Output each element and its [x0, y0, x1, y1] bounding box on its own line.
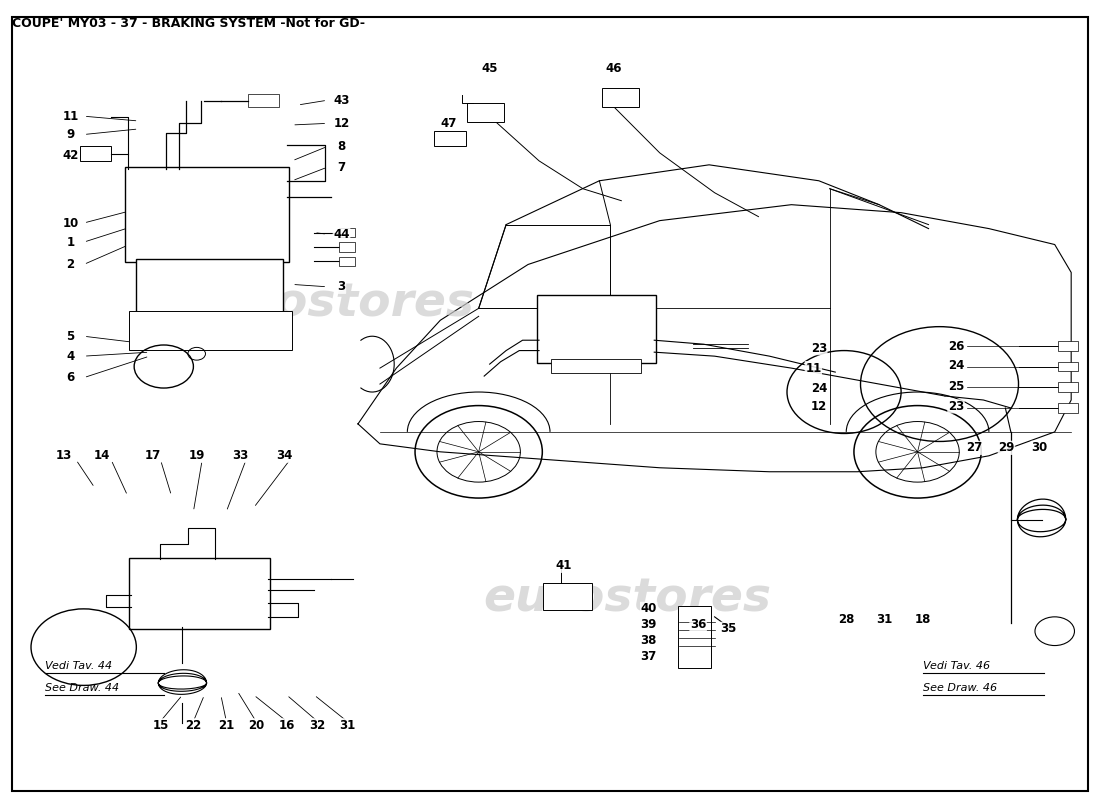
Bar	[1058, 382, 1078, 392]
FancyBboxPatch shape	[125, 167, 289, 262]
Text: 9: 9	[66, 128, 75, 141]
Text: 44: 44	[333, 228, 350, 241]
FancyBboxPatch shape	[136, 259, 284, 318]
Text: 12: 12	[333, 117, 350, 130]
Text: 47: 47	[441, 117, 458, 130]
Text: 11: 11	[805, 362, 822, 374]
Text: 35: 35	[720, 622, 737, 635]
Bar	[249, 94, 279, 106]
Text: 36: 36	[690, 618, 706, 631]
Text: Vedi Tav. 46: Vedi Tav. 46	[923, 661, 990, 671]
Text: 24: 24	[948, 359, 965, 372]
Bar	[1058, 341, 1078, 350]
FancyBboxPatch shape	[679, 606, 712, 668]
Text: 16: 16	[278, 718, 295, 732]
Text: 23: 23	[811, 342, 827, 354]
Text: 17: 17	[145, 450, 161, 462]
Text: 40: 40	[640, 602, 657, 615]
Text: 5: 5	[66, 330, 75, 342]
Text: See Draw. 44: See Draw. 44	[45, 683, 120, 694]
Text: 27: 27	[967, 442, 982, 454]
Text: 21: 21	[218, 718, 234, 732]
Text: 46: 46	[605, 62, 621, 75]
Text: 23: 23	[948, 400, 964, 413]
FancyBboxPatch shape	[602, 88, 639, 107]
FancyBboxPatch shape	[433, 131, 465, 146]
Text: 45: 45	[482, 62, 498, 75]
Text: eurostores: eurostores	[483, 577, 771, 622]
Text: 29: 29	[999, 442, 1014, 454]
Text: 43: 43	[333, 94, 350, 106]
Text: 32: 32	[309, 718, 326, 732]
Text: 30: 30	[1031, 442, 1047, 454]
FancyBboxPatch shape	[543, 582, 592, 610]
Text: eurostores: eurostores	[187, 282, 474, 327]
Text: 20: 20	[248, 718, 264, 732]
Text: 26: 26	[948, 340, 965, 353]
Text: 38: 38	[640, 634, 657, 647]
FancyBboxPatch shape	[129, 310, 293, 350]
Text: 6: 6	[66, 371, 75, 384]
Text: 4: 4	[66, 350, 75, 362]
FancyBboxPatch shape	[129, 558, 271, 629]
Bar	[80, 146, 111, 161]
Text: 31: 31	[877, 613, 893, 626]
Text: 14: 14	[95, 450, 110, 462]
Text: 25: 25	[948, 380, 965, 393]
Text: 24: 24	[811, 382, 827, 394]
Bar	[339, 257, 354, 266]
FancyBboxPatch shape	[466, 102, 504, 122]
Text: 33: 33	[232, 450, 249, 462]
Text: 31: 31	[339, 718, 355, 732]
FancyBboxPatch shape	[551, 359, 641, 373]
Bar	[339, 228, 354, 238]
Text: 28: 28	[838, 613, 855, 626]
Text: 1: 1	[66, 236, 75, 249]
Text: 11: 11	[63, 110, 78, 122]
Text: 12: 12	[811, 400, 827, 413]
Text: 8: 8	[338, 140, 345, 153]
Text: 37: 37	[640, 650, 657, 663]
Text: Vedi Tav. 44: Vedi Tav. 44	[45, 661, 112, 671]
Text: See Draw. 46: See Draw. 46	[923, 683, 998, 694]
Bar	[339, 242, 354, 252]
Text: 2: 2	[66, 258, 75, 271]
Text: 39: 39	[640, 618, 657, 631]
FancyBboxPatch shape	[537, 294, 657, 363]
Text: 42: 42	[63, 149, 79, 162]
Text: 13: 13	[56, 450, 73, 462]
Text: 34: 34	[276, 450, 293, 462]
Text: 41: 41	[556, 559, 571, 572]
Text: 19: 19	[188, 450, 205, 462]
Bar	[1058, 403, 1078, 413]
Text: COUPE' MY03 - 37 - BRAKING SYSTEM -Not for GD-: COUPE' MY03 - 37 - BRAKING SYSTEM -Not f…	[12, 18, 365, 30]
Text: 10: 10	[63, 217, 78, 230]
Bar	[1058, 362, 1078, 371]
Text: 15: 15	[152, 718, 168, 732]
Text: 22: 22	[185, 718, 201, 732]
Text: 7: 7	[338, 161, 345, 174]
Text: 3: 3	[338, 280, 345, 294]
Text: 18: 18	[915, 613, 932, 626]
